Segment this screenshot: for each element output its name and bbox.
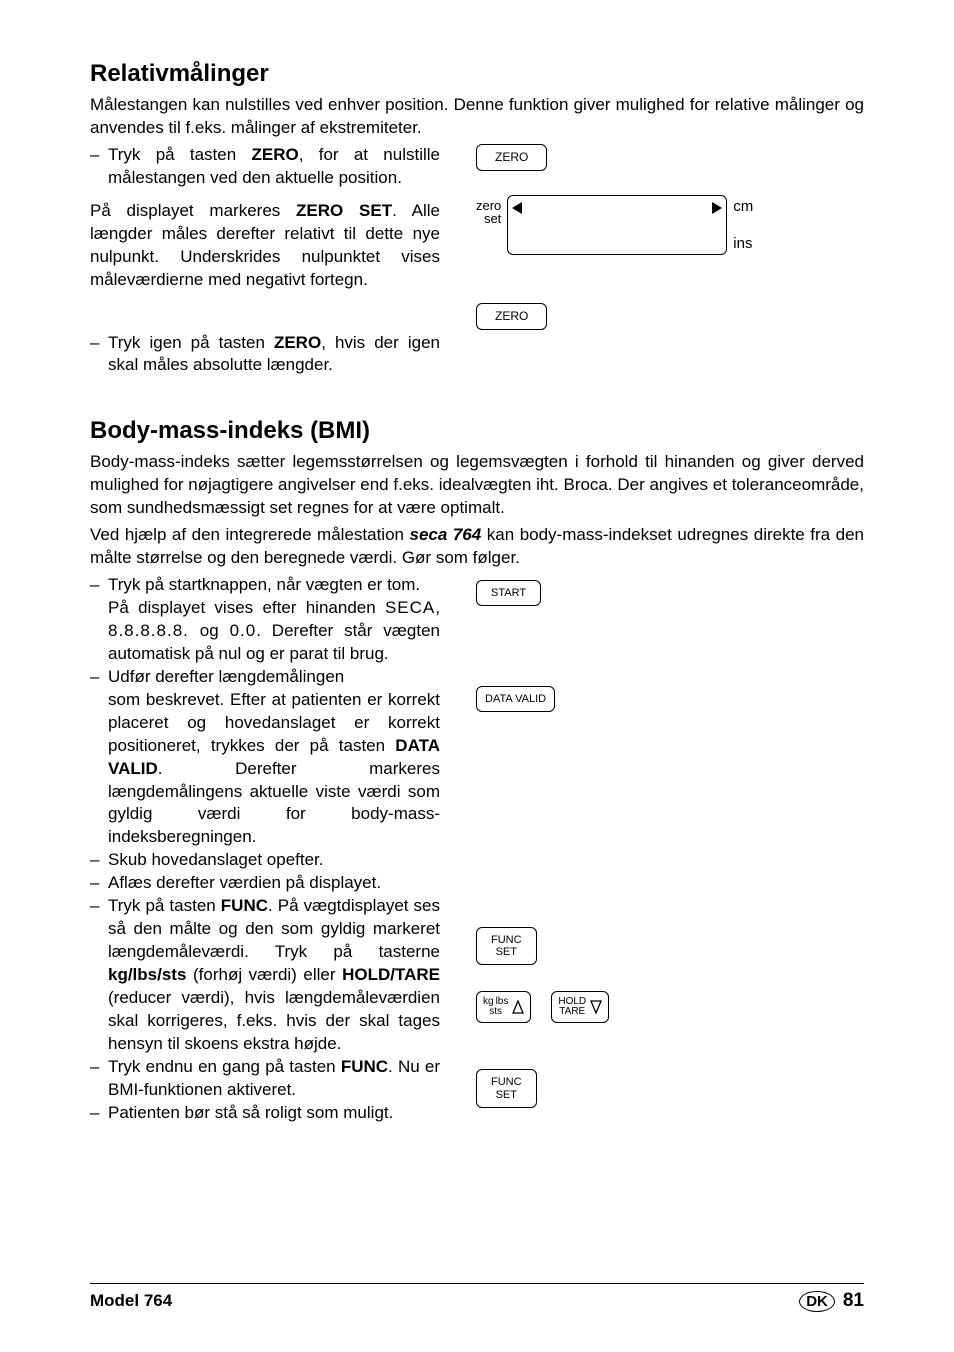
section2-intro2: Ved hjælp af den integrerede målestation… <box>90 524 864 570</box>
func-set-button-1: FUNCSET <box>476 927 537 965</box>
sec2-step5: – Tryk på tasten FUNC. På vægtdisplayet … <box>90 895 440 1056</box>
section2-intro1: Body-mass-indeks sætter legemsstørrelsen… <box>90 451 864 520</box>
triangle-right-icon <box>712 202 722 214</box>
sec2-step2: – Udfør derefter længdemålingen som besk… <box>90 666 440 850</box>
sec2-step3: – Skub hovedanslaget opefter. <box>90 849 440 872</box>
hold-tare-button: HOLD TARE <box>551 991 609 1023</box>
arrow-up-icon <box>512 1000 524 1014</box>
footer-model: Model 764 <box>90 1291 172 1311</box>
sec1-para2: På displayet markeres ZERO SET. Alle læn… <box>90 200 440 292</box>
triangle-left-icon <box>512 202 522 214</box>
func-set-button-2: FUNCSET <box>476 1069 537 1107</box>
arrow-down-icon <box>590 1000 602 1014</box>
section1-heading: Relativmålinger <box>90 60 864 88</box>
display-zero-set: zero set cm ins <box>476 195 864 255</box>
zero-button-2: ZERO <box>476 303 547 330</box>
kg-lbs-sts-button: kglbs sts <box>476 991 531 1023</box>
sec2-step1: – Tryk på startknappen, når vægten er to… <box>90 574 440 666</box>
section1-intro: Målestangen kan nulstilles ved enhver po… <box>90 94 864 140</box>
start-button: START <box>476 580 541 606</box>
footer-lang-badge: DK <box>799 1291 835 1312</box>
sec2-step6: – Tryk endnu en gang på tasten FUNC. Nu … <box>90 1056 440 1102</box>
zero-button-1: ZERO <box>476 144 547 171</box>
sec2-step4: – Aflæs derefter værdien på displayet. <box>90 872 440 895</box>
page-footer: Model 764 DK 81 <box>90 1283 864 1312</box>
footer-page-number: 81 <box>843 1290 864 1312</box>
sec1-step2: – Tryk igen på tasten ZERO, hvis der ige… <box>90 332 440 378</box>
data-valid-button: DATA VALID <box>476 686 555 712</box>
section2-heading: Body-mass-indeks (BMI) <box>90 417 864 445</box>
sec2-step7: – Patienten bør stå så roligt som muligt… <box>90 1102 440 1125</box>
sec1-step1: – Tryk på tasten ZERO, for at nulstille … <box>90 144 440 190</box>
